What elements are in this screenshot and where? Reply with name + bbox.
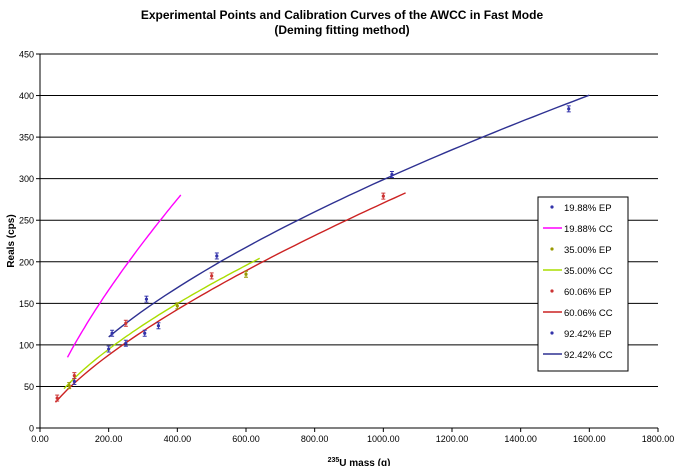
chart-title: Experimental Points and Calibration Curv… [140, 8, 544, 22]
data-point [143, 331, 147, 335]
x-tick-label: 1200.00 [436, 434, 469, 444]
data-point [244, 272, 248, 276]
data-point [175, 304, 179, 308]
data-point [215, 254, 219, 258]
legend-label: 35.00% CC [564, 266, 613, 277]
legend-box [537, 196, 629, 372]
y-tick-label: 350 [19, 133, 34, 143]
y-tick-label: 0 [29, 424, 34, 434]
legend-label: 35.00% EP [564, 245, 612, 256]
x-axis-label: 235U mass (g) [328, 457, 391, 466]
y-tick-label: 250 [19, 216, 34, 226]
y-tick-label: 150 [19, 299, 34, 309]
x-tick-label: 400.00 [164, 434, 192, 444]
legend-label: 60.06% CC [564, 308, 613, 319]
data-point [67, 384, 71, 388]
legend-marker [550, 205, 554, 209]
data-point [156, 324, 161, 328]
data-point [381, 194, 385, 198]
data-point [210, 274, 214, 278]
x-tick-label: 1000.00 [367, 434, 400, 444]
y-tick-label: 200 [19, 257, 34, 267]
x-axis-label-superscript: 235 [328, 457, 340, 464]
x-tick-label: 1600.00 [573, 434, 606, 444]
data-point [107, 347, 111, 351]
data-point [144, 297, 149, 301]
legend-marker [550, 247, 554, 251]
chart-subtitle: (Deming fitting method) [274, 23, 410, 37]
data-point [110, 331, 114, 335]
x-tick-label: 800.00 [301, 434, 329, 444]
x-tick-label: 1400.00 [504, 434, 537, 444]
x-tick-label: 0.00 [31, 434, 49, 444]
x-tick-label: 600.00 [232, 434, 260, 444]
data-point [390, 172, 394, 177]
data-point [124, 341, 128, 345]
legend-label: 92.42% EP [564, 329, 612, 340]
data-point [124, 321, 128, 325]
legend-label: 92.42% CC [564, 350, 613, 361]
y-axis-label: Reals (cps) [6, 214, 17, 267]
series-curve [108, 94, 590, 338]
x-axis-label-text: U mass (g) [339, 458, 390, 466]
legend-marker [550, 331, 554, 335]
y-tick-label: 450 [19, 50, 34, 60]
legend-label: 19.88% CC [564, 224, 613, 235]
legend-label: 60.06% EP [564, 287, 612, 298]
y-tick-label: 300 [19, 174, 34, 184]
legend-label: 19.88% EP [564, 203, 612, 214]
series-curve [66, 194, 182, 358]
data-point [72, 374, 76, 378]
data-point [55, 396, 59, 400]
series-curve [54, 192, 406, 403]
x-tick-label: 1800.00 [642, 434, 675, 444]
y-tick-label: 400 [19, 91, 34, 101]
series-curve [63, 257, 261, 390]
y-tick-label: 50 [24, 382, 34, 392]
data-point [567, 107, 571, 111]
y-tick-label: 100 [19, 340, 34, 350]
data-point [72, 379, 76, 384]
legend-marker [550, 289, 554, 293]
x-tick-label: 200.00 [95, 434, 123, 444]
